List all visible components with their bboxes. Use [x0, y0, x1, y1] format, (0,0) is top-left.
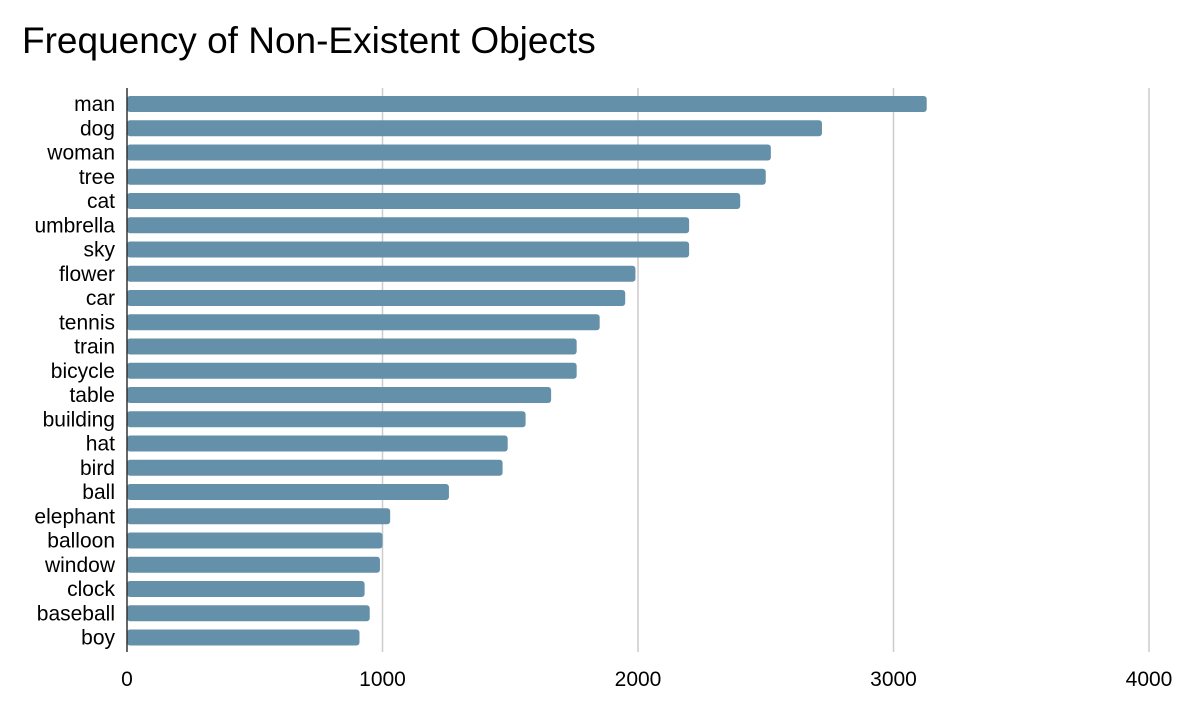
category-label: tennis: [59, 311, 115, 334]
category-label: bicycle: [51, 360, 115, 383]
x-tick-label: 2000: [615, 668, 662, 691]
bar-sky: [127, 241, 690, 258]
category-label: woman: [46, 142, 115, 165]
category-label: bird: [80, 457, 115, 480]
bar-ball: [127, 484, 449, 500]
category-label: window: [44, 554, 116, 577]
category-label: umbrella: [34, 214, 115, 237]
category-label: tree: [79, 166, 115, 189]
category-label: flower: [59, 263, 115, 286]
bar-umbrella: [127, 217, 690, 234]
bar-flower: [127, 265, 636, 282]
bar-tree: [127, 168, 766, 185]
bar-bird: [127, 459, 503, 476]
bar-table: [127, 387, 552, 403]
category-label: dog: [80, 117, 115, 140]
bar-elephant: [127, 508, 391, 525]
bar-train: [127, 338, 577, 355]
bar-man: [127, 96, 927, 112]
x-tick-label: 1000: [359, 668, 406, 691]
category-label: building: [43, 408, 115, 431]
bar-hat: [127, 435, 508, 452]
bar-bicycle: [127, 362, 577, 379]
category-label: baseball: [37, 602, 115, 625]
category-label: train: [74, 336, 115, 359]
bar-clock: [127, 581, 365, 597]
category-label: elephant: [34, 505, 115, 528]
category-label: ball: [82, 481, 115, 504]
bar-tennis: [127, 314, 600, 331]
category-label: man: [74, 93, 115, 116]
category-label: boy: [81, 627, 115, 650]
bar-woman: [127, 144, 771, 161]
bar-car: [127, 290, 626, 306]
x-tick-label: 4000: [1126, 668, 1173, 691]
bar-dog: [127, 120, 822, 137]
category-label: car: [86, 287, 115, 310]
bars: [127, 96, 927, 646]
bar-cat: [127, 193, 741, 209]
category-label: balloon: [47, 530, 115, 553]
category-label: table: [69, 384, 115, 407]
chart-title: Frequency of Non-Existent Objects: [22, 20, 596, 61]
bar-window: [127, 556, 380, 573]
bar-balloon: [127, 532, 383, 549]
bar-building: [127, 411, 526, 428]
x-tick-label: 0: [121, 668, 133, 691]
labels: 0 1000 2000 3000 4000 mandogwomantreecatumbre…: [34, 93, 1172, 691]
category-label: clock: [67, 578, 115, 601]
category-label: cat: [87, 190, 115, 213]
category-label: sky: [84, 239, 116, 262]
x-tick-label: 3000: [870, 668, 917, 691]
bar-boy: [127, 629, 360, 646]
category-label: hat: [86, 433, 115, 456]
bar-baseball: [127, 605, 370, 622]
